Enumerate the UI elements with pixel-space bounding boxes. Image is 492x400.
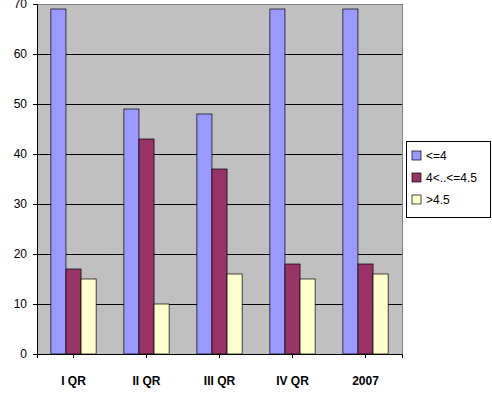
tick-mark xyxy=(73,354,74,358)
bar xyxy=(270,9,285,354)
tick: 30 xyxy=(14,197,37,211)
tick: 2007 xyxy=(352,354,379,388)
axis-line xyxy=(33,5,38,355)
tick-label: 10 xyxy=(14,297,28,311)
plot-frame xyxy=(37,4,402,354)
legend-label: 4<..<=4.5 xyxy=(426,171,477,185)
legend-item: <=4 xyxy=(412,149,447,163)
legend-label: <=4 xyxy=(426,149,447,163)
tick: IV QR xyxy=(276,354,309,388)
tick-mark xyxy=(292,354,293,358)
bar xyxy=(51,9,66,354)
tick: I QR xyxy=(61,354,86,388)
legend-swatch xyxy=(412,173,421,182)
tick-mark xyxy=(33,54,37,55)
grid xyxy=(37,4,402,354)
tick: 50 xyxy=(14,97,37,111)
y-axis: 0 10 20 30 40 50 60 70 xyxy=(14,0,38,361)
tick-label: 40 xyxy=(14,147,28,161)
bar xyxy=(81,279,96,354)
tick-mark xyxy=(33,4,37,5)
bar xyxy=(66,269,81,354)
tick-mark xyxy=(33,204,37,205)
tick: 70 xyxy=(14,0,37,11)
series xyxy=(81,274,388,354)
legend-swatch xyxy=(412,151,421,160)
tick: 20 xyxy=(14,247,37,261)
bar xyxy=(227,274,242,354)
tick-label: IV QR xyxy=(276,374,309,388)
legend-item: 4<..<=4.5 xyxy=(412,171,477,185)
tick: 40 xyxy=(14,147,37,161)
tick-label: 30 xyxy=(14,197,28,211)
tick-label: 2007 xyxy=(352,374,379,388)
axis-line xyxy=(38,355,403,359)
series xyxy=(66,139,373,354)
tick-label: 60 xyxy=(14,47,28,61)
tick: 0 xyxy=(20,347,37,361)
bar xyxy=(212,169,227,354)
tick-mark xyxy=(33,254,37,255)
tick-mark xyxy=(219,354,220,358)
bar xyxy=(285,264,300,354)
tick: 60 xyxy=(14,47,37,61)
tick-mark xyxy=(365,354,366,358)
legend-label: >4.5 xyxy=(426,193,450,207)
tick-mark xyxy=(146,354,147,358)
legend: <=4 4<..<=4.5 >4.5 xyxy=(406,141,490,217)
legend-swatch xyxy=(412,195,421,204)
bar xyxy=(358,264,373,354)
tick-label: I QR xyxy=(61,374,86,388)
bar xyxy=(197,114,212,354)
bar xyxy=(373,274,388,354)
bar xyxy=(300,279,315,354)
tick-label: III QR xyxy=(204,374,236,388)
tick-mark xyxy=(33,354,37,355)
legend-item: >4.5 xyxy=(412,193,450,207)
plot: 0 10 20 30 40 50 60 70 I QR II QR III QR IV QR 2007 xyxy=(14,0,403,388)
tick-label: 70 xyxy=(14,0,28,11)
series xyxy=(51,9,358,354)
bars xyxy=(51,9,388,354)
tick: III QR xyxy=(204,354,236,388)
tick-mark xyxy=(33,154,37,155)
legend-box xyxy=(406,141,490,217)
bar xyxy=(154,304,169,354)
tick-label: II QR xyxy=(132,374,160,388)
tick-label: 0 xyxy=(20,347,27,361)
tick: 10 xyxy=(14,297,37,311)
x-axis: I QR II QR III QR IV QR 2007 xyxy=(38,354,403,388)
tick-mark xyxy=(33,304,37,305)
bar xyxy=(139,139,154,354)
tick-mark xyxy=(33,104,37,105)
plot-background xyxy=(37,4,402,354)
chart: 0 10 20 30 40 50 60 70 I QR II QR III QR IV QR 2007 <… xyxy=(0,0,492,400)
bar xyxy=(343,9,358,354)
bar xyxy=(124,109,139,354)
tick-label: 50 xyxy=(14,97,28,111)
tick: II QR xyxy=(132,354,160,388)
tick-label: 20 xyxy=(14,247,28,261)
